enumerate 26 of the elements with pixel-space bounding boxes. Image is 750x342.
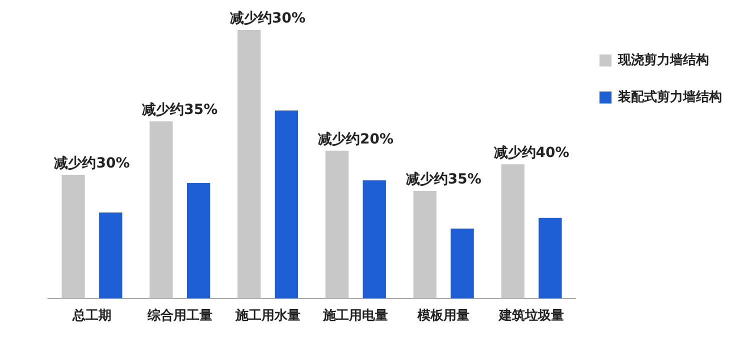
x-tick-label: 模板用量 bbox=[416, 308, 470, 324]
x-tick-label: 施工用水量 bbox=[234, 308, 300, 324]
x-tick-label: 总工期 bbox=[71, 308, 112, 324]
bar bbox=[62, 174, 85, 298]
legend-label: 现浇剪力墙结构 bbox=[617, 52, 709, 68]
bar bbox=[450, 228, 474, 298]
bar bbox=[501, 164, 524, 298]
bar bbox=[150, 121, 173, 298]
bar bbox=[274, 110, 298, 298]
bar bbox=[238, 30, 261, 298]
bar bbox=[325, 150, 349, 298]
x-tick-label: 综合用工量 bbox=[146, 308, 212, 324]
annotation: 减少约35% bbox=[142, 102, 218, 118]
x-tick-label: 建筑垃圾量 bbox=[498, 308, 564, 324]
bar bbox=[538, 218, 562, 298]
bar bbox=[413, 191, 437, 298]
annotation: 减少约35% bbox=[406, 172, 482, 188]
annotation: 减少约30% bbox=[54, 156, 130, 172]
annotation: 减少约40% bbox=[494, 144, 570, 161]
annotation: 减少约20% bbox=[318, 131, 394, 148]
legend-label: 装配式剪力墙结构 bbox=[617, 88, 722, 105]
bar bbox=[362, 180, 386, 298]
bar bbox=[186, 182, 210, 298]
x-tick-label: 施工用电量 bbox=[322, 308, 388, 324]
bar bbox=[99, 212, 122, 298]
text: 减少约30% bbox=[230, 10, 306, 27]
